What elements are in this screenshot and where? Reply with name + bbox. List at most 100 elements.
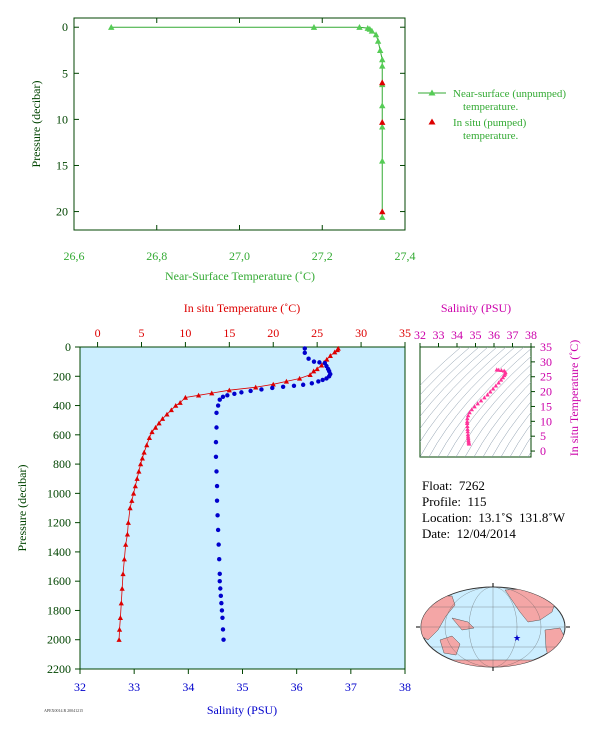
density-contour (428, 347, 525, 457)
ts-point (465, 423, 470, 428)
temperature-point (139, 455, 145, 461)
salinity-point (213, 439, 219, 445)
salinity-point (214, 498, 220, 503)
legend-marker-unpumped (428, 89, 436, 96)
temperature-point (124, 531, 131, 537)
top-y-tick-label: 5 (62, 66, 68, 80)
salinity-point (317, 360, 322, 365)
density-contour (491, 401, 531, 457)
top-x-tick-label: 27,0 (229, 249, 250, 263)
temperature-axis-label: In situ Temperature (˚C) (184, 301, 301, 315)
salinity-point (214, 469, 219, 474)
unpumped-temperature-point (374, 37, 382, 44)
salinity-point (309, 381, 315, 386)
unpumped-temperature-point (356, 24, 363, 30)
footer-tag: APEX0014.R 20041215 (44, 708, 84, 713)
pressure-tick-label: 0 (65, 340, 71, 354)
salinity-point (225, 393, 230, 398)
salinity-point (311, 359, 317, 364)
temperature-point (283, 378, 290, 384)
salinity-point (217, 557, 222, 562)
pumped-temperature-point (379, 79, 386, 86)
salinity-point (300, 382, 306, 387)
pressure-tick-label: 600 (53, 428, 71, 442)
density-contour (500, 412, 531, 457)
ts-point (490, 386, 496, 391)
unpumped-temperature-line (111, 26, 383, 218)
map-ticks (416, 583, 570, 671)
temperature-point (156, 420, 162, 426)
temperature-tick-label: 0 (95, 326, 101, 340)
top-x-tick-label: 26,6 (64, 249, 85, 263)
temperature-point (324, 356, 330, 362)
ts-temperature-label: In situ Temperature (˚C) (567, 340, 581, 457)
top-x-tick-label: 27,2 (312, 249, 333, 263)
ts-salinity-tick-label: 34 (451, 328, 463, 342)
pressure-tick-label: 2000 (47, 633, 71, 647)
unpumped-temperature-point (379, 56, 386, 63)
density-contour (482, 391, 531, 457)
top-y-axis-label: Pressure (decibar) (29, 81, 43, 168)
salinity-point (215, 513, 220, 518)
ts-salinity-tick-label: 32 (414, 328, 426, 342)
pressure-tick-label: 400 (53, 399, 71, 413)
ts-point (465, 413, 471, 418)
salinity-point (218, 586, 223, 591)
salinity-tick-label: 34 (182, 680, 194, 694)
salinity-point (324, 376, 329, 381)
temperature-point (123, 541, 129, 547)
legend-label-unpumped-line2: temperature. (463, 101, 519, 113)
ts-density-contours (420, 347, 531, 457)
salinity-point (216, 542, 221, 547)
land-antarctica (424, 659, 565, 667)
pressure-tick-label: 1600 (47, 574, 71, 588)
temperature-point (209, 390, 215, 396)
salinity-axis: 32 33 34 35 36 37 38 (74, 669, 411, 694)
profile-date: Date: 12/04/2014 (422, 526, 516, 541)
top-x-tick-label: 27,4 (395, 249, 416, 263)
temperature-tick-label: 5 (138, 326, 144, 340)
ts-temperature-tick-label: 0 (540, 444, 546, 458)
salinity-point (217, 578, 222, 584)
location-map: ★ (416, 583, 570, 671)
density-contour (446, 356, 531, 457)
salinity-point (219, 608, 225, 613)
temperature-point (130, 490, 137, 496)
temperature-point (120, 571, 126, 577)
density-contour (455, 364, 531, 457)
temperature-point (253, 384, 259, 390)
legend-label-unpumped-line1: Near-surface (unpumped) (453, 88, 566, 100)
temperature-point (134, 476, 140, 481)
salinity-point (302, 346, 307, 351)
top-y-tick-label: 20 (56, 205, 68, 219)
density-contour (437, 348, 531, 457)
salinity-point (302, 350, 307, 356)
ts-temperature-tick-label: 10 (540, 414, 552, 428)
ts-temperature-tick-label: 15 (540, 399, 552, 413)
pressure-tick-label: 1200 (47, 516, 71, 530)
salinity-tick-label: 37 (345, 680, 357, 694)
temperature-point (311, 368, 317, 374)
temperature-point (195, 392, 202, 398)
density-contour (473, 381, 531, 457)
salinity-point (316, 379, 321, 384)
density-contour (509, 423, 531, 457)
legend-label-pumped-line2: temperature. (463, 130, 519, 142)
salinity-point (217, 571, 222, 577)
temperature-point (132, 483, 138, 489)
salinity-tick-label: 38 (399, 680, 411, 694)
ts-point (472, 404, 477, 409)
ts-point (485, 392, 490, 397)
ts-point (465, 429, 470, 434)
unpumped-temperature-point (368, 27, 376, 34)
salinity-point (270, 385, 275, 391)
density-contour (420, 347, 489, 417)
ts-point (482, 395, 487, 400)
temperature-point (146, 435, 152, 440)
temperature-point (117, 615, 124, 620)
salinity-point (220, 394, 226, 399)
ts-point (475, 401, 480, 406)
temperature-point (307, 372, 313, 378)
